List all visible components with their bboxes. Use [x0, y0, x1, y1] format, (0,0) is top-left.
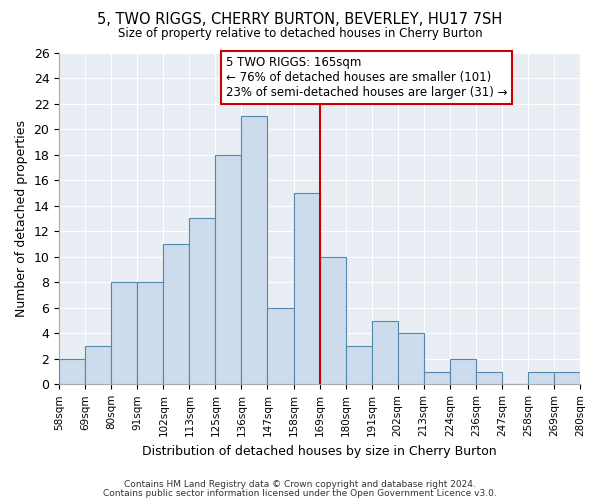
X-axis label: Distribution of detached houses by size in Cherry Burton: Distribution of detached houses by size …	[142, 444, 497, 458]
Y-axis label: Number of detached properties: Number of detached properties	[15, 120, 28, 317]
Bar	[215, 154, 241, 384]
Bar	[85, 346, 111, 385]
Bar	[554, 372, 580, 384]
Bar	[424, 372, 450, 384]
Text: Contains HM Land Registry data © Crown copyright and database right 2024.: Contains HM Land Registry data © Crown c…	[124, 480, 476, 489]
Text: 5 TWO RIGGS: 165sqm
← 76% of detached houses are smaller (101)
23% of semi-detac: 5 TWO RIGGS: 165sqm ← 76% of detached ho…	[226, 56, 508, 99]
Text: 5, TWO RIGGS, CHERRY BURTON, BEVERLEY, HU17 7SH: 5, TWO RIGGS, CHERRY BURTON, BEVERLEY, H…	[97, 12, 503, 28]
Bar	[371, 320, 398, 384]
Bar	[476, 372, 502, 384]
Bar	[241, 116, 268, 384]
Bar	[268, 308, 293, 384]
Text: Contains public sector information licensed under the Open Government Licence v3: Contains public sector information licen…	[103, 489, 497, 498]
Bar	[137, 282, 163, 384]
Bar	[346, 346, 371, 385]
Bar	[450, 359, 476, 384]
Bar	[293, 193, 320, 384]
Bar	[59, 359, 85, 384]
Bar	[111, 282, 137, 384]
Bar	[163, 244, 190, 384]
Bar	[320, 256, 346, 384]
Bar	[528, 372, 554, 384]
Bar	[398, 334, 424, 384]
Text: Size of property relative to detached houses in Cherry Burton: Size of property relative to detached ho…	[118, 28, 482, 40]
Bar	[190, 218, 215, 384]
